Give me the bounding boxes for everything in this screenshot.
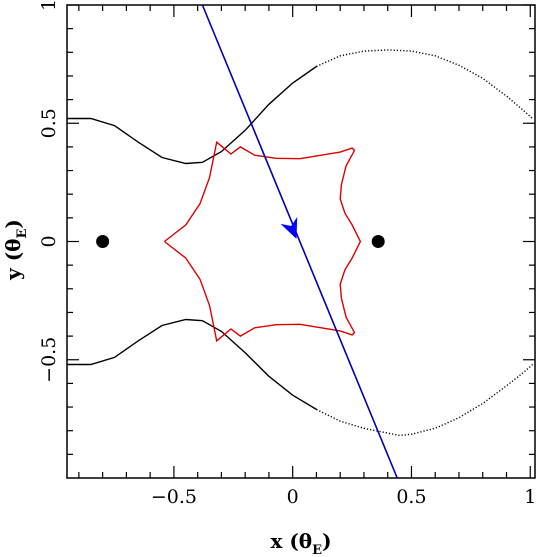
lens-point-1: [96, 235, 110, 248]
x-tick-label: 0: [287, 486, 299, 508]
y-axis-label: y (θE): [1, 219, 30, 281]
x-tick-label: 1: [524, 486, 536, 508]
lens-positions: [96, 235, 385, 248]
axis-tick-labels: −0.5 0 0.5 1 −0.5 0 0.5 1: [38, 0, 536, 508]
lens-point-2: [371, 235, 385, 248]
axis-ticks: [67, 4, 535, 478]
critical-curve-upper: [67, 65, 317, 165]
crit-lower-dotted: [316, 363, 534, 437]
x-tick-label: 0.5: [396, 486, 426, 508]
y-tick-label: 0.5: [38, 108, 60, 138]
y-tick-label: −0.5: [38, 337, 60, 383]
plot-frame: [66, 4, 536, 479]
critical-curve-lower: [67, 318, 317, 411]
x-axis-label: x (θE): [270, 529, 331, 557]
crit-upper-dotted: [316, 49, 534, 120]
y-tick-label: 0: [38, 235, 60, 247]
y-tick-label: 1: [38, 0, 60, 11]
x-tick-label: −0.5: [151, 486, 197, 508]
source-trajectory-line: [201, 4, 398, 479]
trajectory-direction-arrow: [280, 217, 298, 239]
caustic-curve: [163, 140, 362, 343]
